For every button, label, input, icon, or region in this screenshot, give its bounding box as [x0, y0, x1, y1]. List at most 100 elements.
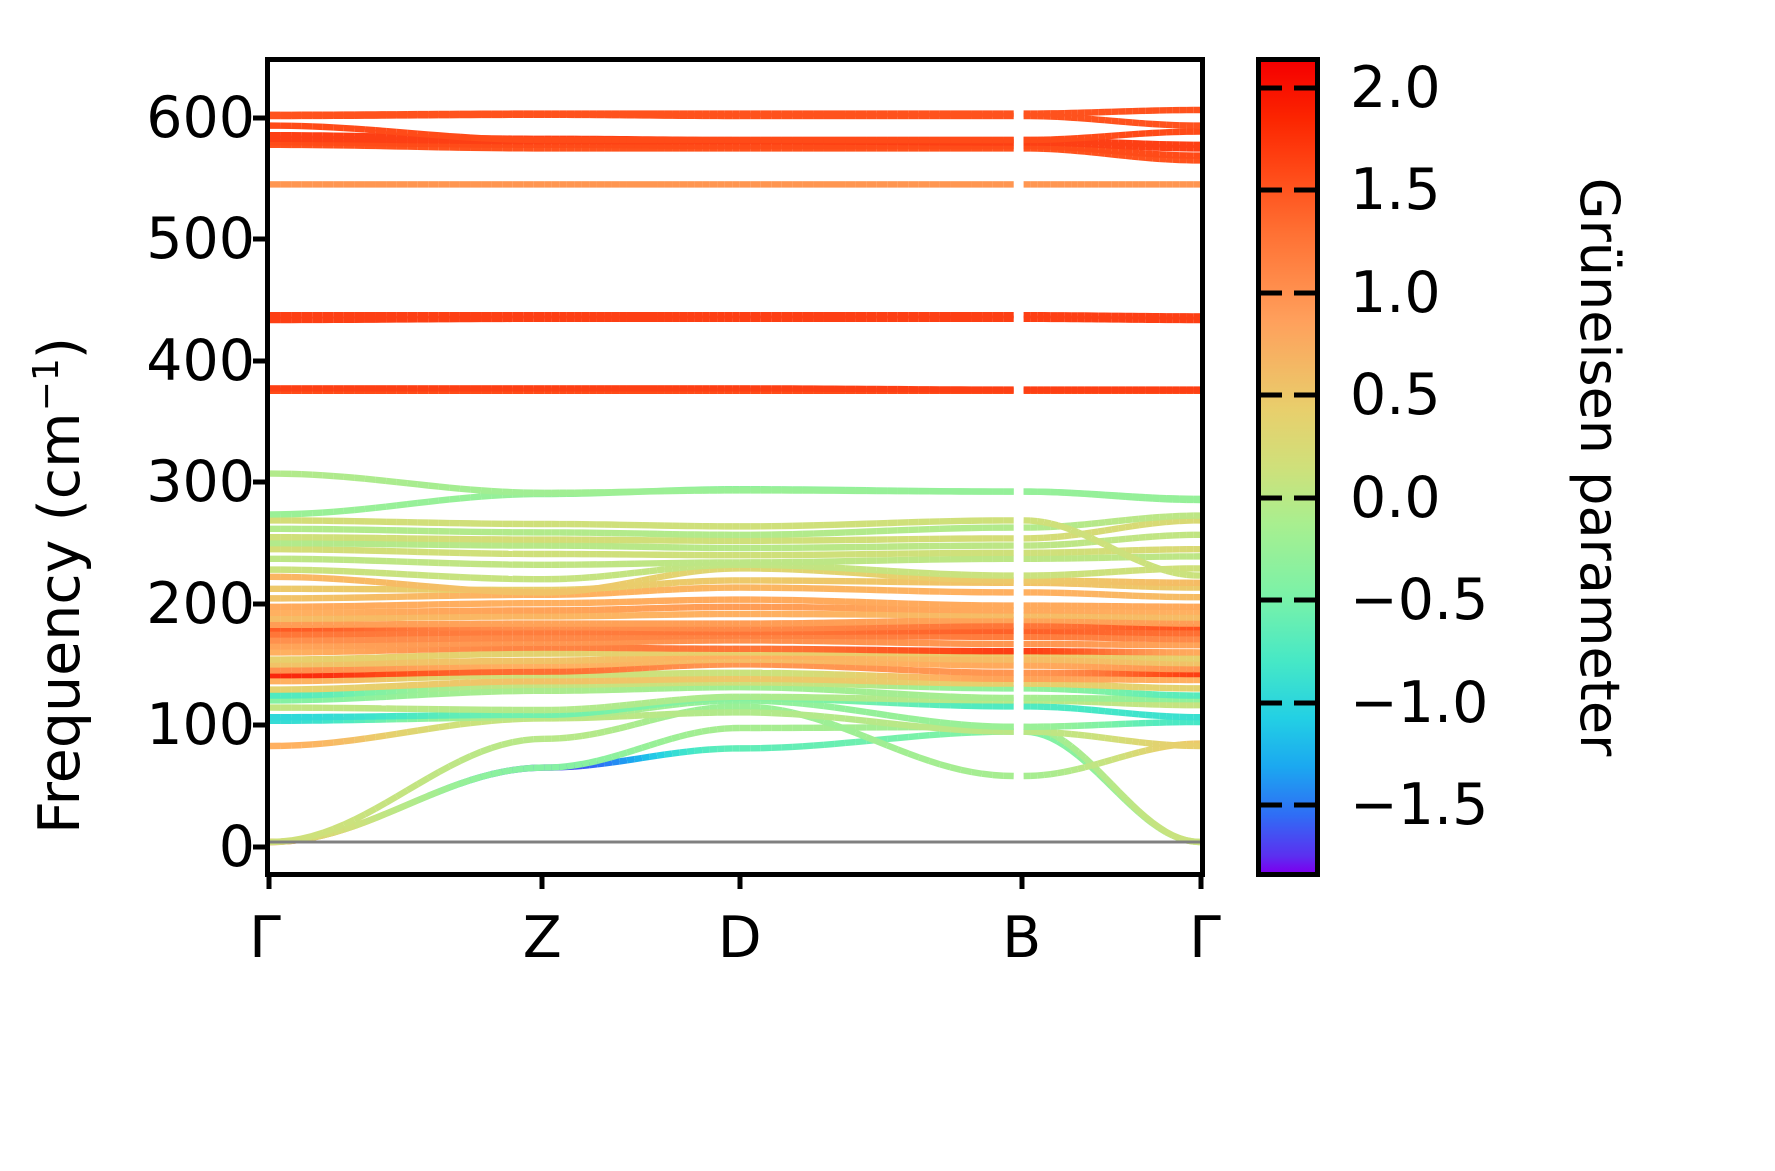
band-segment	[374, 810, 388, 821]
band-segment	[686, 568, 696, 576]
band-segment	[559, 734, 568, 742]
band-segment	[813, 741, 825, 749]
band-segment	[634, 754, 643, 763]
band-segment	[939, 575, 951, 583]
band-segment	[656, 751, 666, 759]
band-segment	[449, 495, 461, 503]
band-segment	[939, 725, 951, 733]
band-segment	[709, 704, 718, 712]
band-segment	[396, 501, 408, 509]
band-segment	[611, 725, 621, 734]
band-segment	[865, 717, 878, 726]
band-segment	[406, 129, 418, 137]
band-segment	[834, 714, 846, 722]
band-segment	[1138, 514, 1147, 523]
band-segment	[342, 816, 356, 828]
band-segment	[1125, 118, 1133, 126]
band-segment	[1097, 733, 1106, 742]
band-segment	[1050, 769, 1058, 778]
band-segment	[1145, 514, 1153, 522]
band-segment	[907, 715, 920, 723]
band-segment	[887, 665, 898, 673]
band-segment	[1104, 150, 1113, 158]
band-segment	[1104, 492, 1113, 500]
band-segment	[1118, 118, 1126, 126]
band-segment	[438, 572, 450, 580]
band-segment	[437, 784, 451, 795]
band-segment	[1097, 149, 1106, 157]
band-segment	[634, 581, 643, 589]
band-segment	[971, 722, 983, 730]
band-segment	[896, 746, 910, 757]
band-segment	[834, 564, 846, 572]
band-segment	[918, 732, 930, 740]
band-segment	[1138, 521, 1147, 529]
y-tick-label: 200	[146, 570, 255, 637]
band-segment	[823, 686, 835, 694]
band-segment	[1056, 768, 1065, 777]
band-segment	[1070, 705, 1079, 712]
band-segment	[823, 563, 835, 571]
band-segment	[343, 473, 355, 481]
band-segment	[802, 700, 814, 709]
band-segment	[1125, 152, 1133, 160]
band-segment	[596, 760, 605, 768]
band-segment	[1118, 535, 1126, 543]
band-segment	[641, 581, 650, 589]
band-segment	[459, 485, 471, 493]
band-segment	[1152, 519, 1160, 527]
band-segment	[396, 570, 408, 578]
band-segment	[385, 477, 397, 486]
band-segment	[512, 737, 524, 746]
band-segment	[596, 728, 606, 737]
band-segment	[490, 741, 504, 752]
band-segment	[709, 726, 718, 734]
band-segment	[950, 725, 962, 734]
band-segment	[581, 731, 590, 740]
band-segment	[417, 481, 429, 489]
band-segment	[618, 757, 628, 765]
band-segment	[596, 755, 606, 765]
band-segment	[897, 733, 909, 742]
band-segment	[596, 572, 605, 580]
band-segment	[405, 781, 420, 794]
band-segment	[428, 583, 440, 591]
band-segment	[907, 750, 920, 761]
band-segment	[822, 718, 836, 729]
band-segment	[1077, 705, 1085, 713]
band-segment	[364, 694, 376, 702]
band-segment	[855, 565, 867, 573]
band-segment	[679, 564, 688, 572]
band-segment	[396, 580, 408, 588]
band-segment	[588, 730, 598, 738]
band-segment	[1130, 554, 1141, 564]
band-segment	[865, 664, 877, 672]
band-segment	[855, 737, 867, 746]
band-segment	[1123, 795, 1135, 808]
band-segment	[427, 788, 441, 799]
band-segment	[1144, 560, 1154, 570]
band-segment	[1138, 711, 1146, 719]
band-segment	[1152, 740, 1160, 748]
band-segment	[855, 688, 867, 696]
band-segment	[428, 131, 440, 139]
band-segment	[619, 570, 628, 578]
band-segment	[480, 492, 492, 500]
band-segment	[770, 705, 783, 714]
band-segment	[449, 132, 461, 141]
band-segment	[1165, 567, 1174, 576]
band-segment	[664, 565, 673, 573]
plot-area	[265, 57, 1205, 877]
band-segment	[1049, 735, 1059, 745]
band-segment	[1131, 749, 1140, 758]
band-segment	[1056, 522, 1066, 531]
band-segment	[1084, 732, 1092, 740]
band-segment	[855, 707, 867, 716]
band-segment	[1077, 731, 1086, 739]
band-segment	[1091, 733, 1099, 741]
band-segment	[1043, 519, 1052, 527]
band-segment	[1090, 760, 1100, 769]
band-segment	[447, 758, 462, 770]
band-segment	[618, 723, 628, 732]
